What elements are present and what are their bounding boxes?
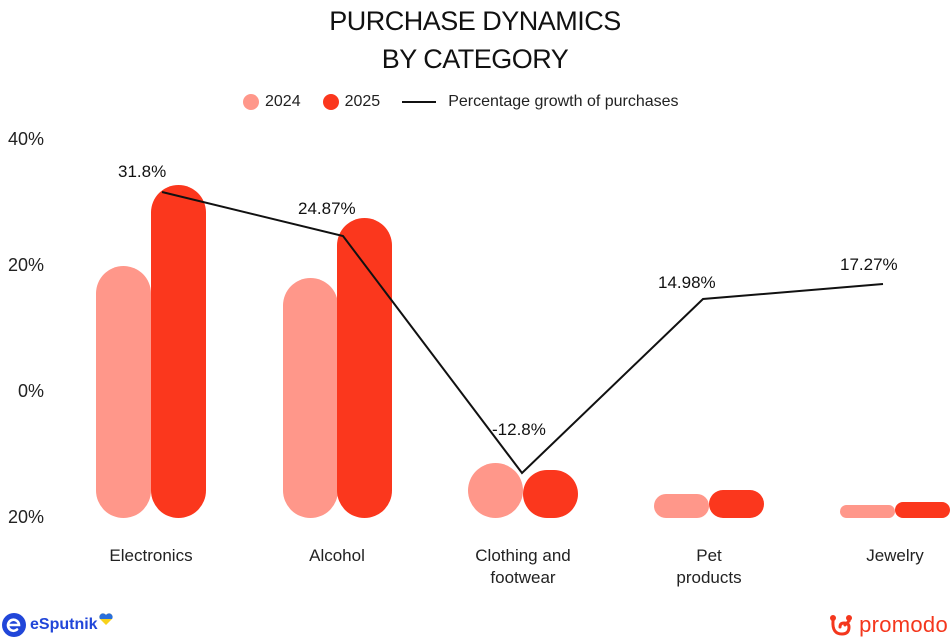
growth-line <box>161 191 884 475</box>
growth-label-pet: 14.98% <box>658 273 716 292</box>
bar-jewelry-2024 <box>840 505 895 518</box>
legend-item-2024: 2024 <box>243 93 301 111</box>
promodo-wordmark: promodo <box>859 612 948 637</box>
esputnik-wordmark: eSputnik <box>30 616 98 633</box>
bar-pet-2024 <box>654 494 709 518</box>
x-label-clothing: Clothing and footwear <box>443 545 603 589</box>
bar-electronics-2024 <box>96 266 151 518</box>
bar-alcohol-2025 <box>337 218 392 518</box>
legend-label-2025: 2025 <box>344 93 381 110</box>
chart-title-line1: PURCHASE DYNAMICS <box>329 6 621 36</box>
legend-label-growth: Percentage growth of purchases <box>448 93 679 110</box>
chart-title-line2: BY CATEGORY <box>381 44 569 74</box>
y-tick-40: 40% <box>7 129 44 149</box>
esputnik-logo: eSputnik <box>0 612 113 638</box>
esputnik-mark-icon <box>2 613 26 637</box>
x-label-pet-line2: products <box>676 568 742 587</box>
x-label-pet: Pet products <box>629 545 789 589</box>
x-label-pet-line1: Pet <box>696 546 722 565</box>
legend: 2024 2025 Percentage growth of purchases <box>243 90 701 114</box>
legend-item-growth: Percentage growth of purchases <box>402 93 679 111</box>
legend-line-icon <box>402 101 437 103</box>
bar-pet-2025 <box>709 490 764 518</box>
bar-electronics-2025 <box>151 185 206 518</box>
x-label-jewelry: Jewelry <box>815 545 950 567</box>
y-tick-minus-20: 20% <box>7 507 44 527</box>
x-label-alcohol-line1: Alcohol <box>309 546 365 565</box>
legend-item-2025: 2025 <box>322 93 381 111</box>
x-label-jewelry-line1: Jewelry <box>866 546 924 565</box>
growth-label-electronics: 31.8% <box>118 162 167 181</box>
growth-label-clothing: -12.8% <box>492 420 546 439</box>
legend-dot-2024-icon <box>243 94 259 110</box>
growth-label-jewelry: 17.27% <box>840 255 898 274</box>
bar-clothing-2024 <box>468 463 523 518</box>
bar-clothing-2025 <box>523 470 578 518</box>
y-tick-20: 20% <box>7 255 44 275</box>
promodo-mark-icon <box>830 615 853 636</box>
legend-label-2024: 2024 <box>265 93 301 110</box>
x-label-clothing-line2: footwear <box>490 568 556 587</box>
promodo-logo: promodo <box>829 612 948 638</box>
bar-alcohol-2024 <box>283 278 338 518</box>
x-label-alcohol: Alcohol <box>257 545 417 567</box>
x-label-clothing-line1: Clothing and <box>475 546 571 565</box>
growth-label-alcohol: 24.87% <box>298 199 356 218</box>
legend-dot-2025-icon <box>322 94 339 110</box>
y-tick-0: 0% <box>17 381 44 401</box>
chart-title: PURCHASE DYNAMICS BY CATEGORY <box>0 2 950 78</box>
ukraine-heart-icon <box>98 613 113 625</box>
bar-jewelry-2025 <box>895 502 950 518</box>
x-label-electronics-line1: Electronics <box>109 546 193 565</box>
x-label-electronics: Electronics <box>71 545 231 567</box>
